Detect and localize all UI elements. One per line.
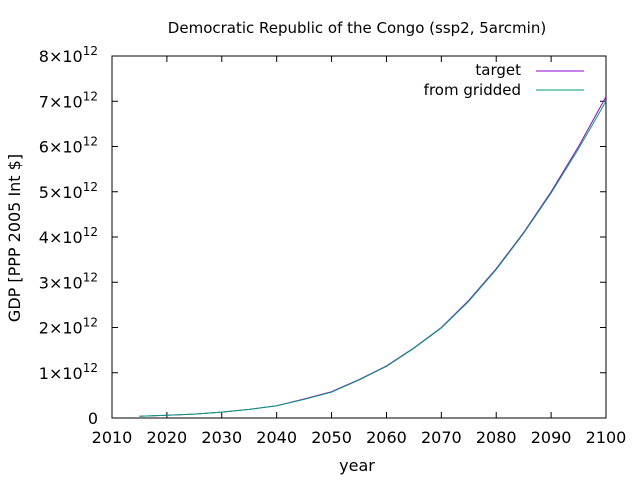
- plot-frame: [111, 55, 607, 419]
- series-line-target: [139, 96, 607, 417]
- y-axis-ticks: 01×10122×10123×10124×10125×10126×10127×1…: [39, 44, 606, 428]
- x-axis-ticks: 2010 2020 2030 2040 2050 2060 2070 2080 2090 2100: [92, 56, 627, 447]
- y-tick-label: 0: [88, 409, 98, 428]
- y-tick-exponent: 12: [83, 225, 98, 239]
- x-tick-label: 2060: [366, 428, 407, 447]
- y-tick-label: 6×1012: [39, 135, 98, 157]
- y-tick-mantissa: 7×10: [39, 92, 83, 111]
- y-tick-exponent: 12: [83, 180, 98, 194]
- y-tick-label: 8×1012: [39, 44, 98, 66]
- x-tick-label: 2010: [92, 428, 133, 447]
- x-tick-label: 2070: [421, 428, 462, 447]
- y-tick-exponent: 12: [83, 270, 98, 284]
- y-tick-exponent: 12: [83, 89, 98, 103]
- legend-label-from-gridded: from gridded: [424, 81, 521, 99]
- x-tick-label: 2050: [311, 428, 352, 447]
- y-tick-mantissa: 3×10: [39, 273, 83, 292]
- y-tick-mantissa: 5×10: [39, 183, 83, 202]
- y-tick-mantissa: 8×10: [39, 47, 83, 66]
- series-lines: [139, 96, 607, 417]
- y-tick-label: 2×1012: [39, 316, 98, 338]
- x-tick-label: 2090: [531, 428, 572, 447]
- y-axis-label: GDP [PPP 2005 Int $]: [5, 154, 24, 322]
- x-tick-label: 2100: [586, 428, 627, 447]
- y-tick-mantissa: 0: [88, 409, 98, 428]
- x-axis-label: year: [339, 456, 375, 475]
- y-tick-exponent: 12: [83, 135, 98, 149]
- y-tick-label: 4×1012: [39, 225, 98, 247]
- y-tick-label: 1×1012: [39, 361, 98, 383]
- legend-label-target: target: [475, 61, 521, 79]
- y-tick-mantissa: 1×10: [39, 364, 83, 383]
- y-tick-mantissa: 4×10: [39, 228, 83, 247]
- y-tick-label: 5×1012: [39, 180, 98, 202]
- x-tick-label: 2030: [201, 428, 242, 447]
- legend: target from gridded: [424, 61, 584, 99]
- y-tick-label: 7×1012: [39, 89, 98, 111]
- y-tick-mantissa: 2×10: [39, 319, 83, 338]
- y-tick-label: 3×1012: [39, 270, 98, 292]
- x-tick-label: 2080: [476, 428, 517, 447]
- y-tick-exponent: 12: [83, 316, 98, 330]
- x-tick-label: 2020: [147, 428, 188, 447]
- y-tick-mantissa: 6×10: [39, 138, 83, 157]
- x-tick-label: 2040: [256, 428, 297, 447]
- chart-title: Democratic Republic of the Congo (ssp2, …: [168, 19, 546, 37]
- y-tick-exponent: 12: [83, 361, 98, 375]
- series-line-from-gridded: [139, 100, 607, 417]
- y-tick-exponent: 12: [83, 44, 98, 58]
